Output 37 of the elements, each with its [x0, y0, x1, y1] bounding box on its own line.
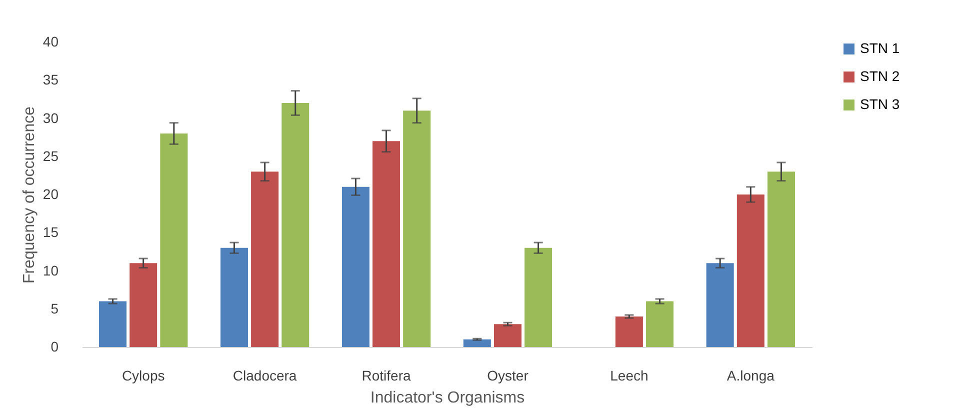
x-tick-label: Cladocera	[232, 368, 297, 384]
y-tick-label: 25	[42, 148, 59, 164]
bar	[220, 248, 248, 347]
bar	[160, 134, 188, 347]
x-tick-label: Leech	[610, 368, 648, 384]
y-tick-label: 35	[42, 72, 59, 88]
y-tick-label: 0	[50, 338, 59, 354]
bar	[342, 186, 370, 347]
bar	[463, 339, 491, 347]
legend-label: STN 3	[860, 96, 900, 112]
legend-label: STN 1	[860, 40, 900, 56]
bar	[524, 248, 552, 347]
bar	[403, 110, 431, 347]
x-tick-label: Cylops	[122, 368, 165, 384]
x-tick-label: A.longa	[726, 368, 775, 384]
bar	[99, 301, 127, 347]
x-tick-label: Rotifera	[362, 368, 411, 384]
y-tick-label: 20	[42, 186, 59, 202]
bar	[251, 172, 279, 347]
bar	[282, 103, 310, 347]
bar	[494, 324, 522, 347]
bar	[706, 263, 734, 347]
bar	[736, 194, 764, 347]
bar	[615, 316, 643, 347]
bar	[130, 263, 158, 347]
legend-label: STN 2	[860, 68, 900, 84]
x-axis-title: Indicator's Organisms	[370, 390, 525, 406]
y-tick-label: 5	[50, 300, 59, 316]
y-tick-label: 15	[42, 224, 59, 240]
y-tick-label: 10	[42, 262, 59, 278]
bar	[767, 172, 795, 347]
bar	[646, 301, 674, 347]
y-tick-label: 30	[42, 110, 59, 126]
bar	[372, 141, 400, 347]
x-tick-label: Oyster	[487, 368, 529, 384]
y-tick-label: 40	[42, 34, 59, 50]
y-axis-title: Frequency of occurrence	[20, 106, 38, 284]
